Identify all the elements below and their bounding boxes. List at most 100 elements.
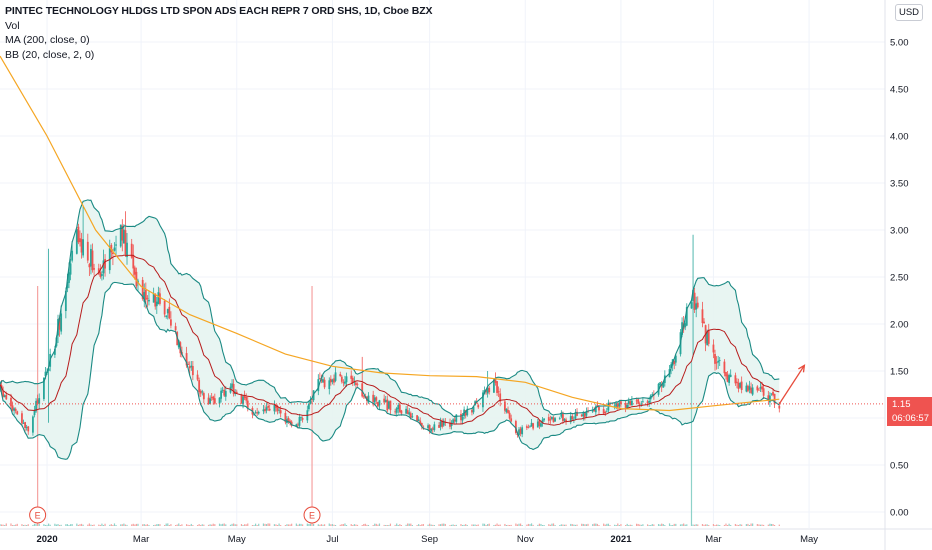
candle-body (309, 400, 312, 404)
volume-bar (477, 524, 479, 526)
volume-bar (396, 523, 398, 526)
volume-bar (82, 524, 84, 526)
candle-body (532, 423, 535, 429)
volume-bar (254, 523, 257, 526)
projection-line (778, 365, 805, 405)
indicator-bb[interactable]: BB (20, close, 2, 0) (5, 48, 95, 61)
candle-body (408, 412, 411, 415)
volume-bar (747, 523, 749, 526)
candle-body (695, 303, 698, 310)
currency-button[interactable]: USD (895, 4, 923, 21)
candle-body (232, 383, 235, 395)
symbol-title[interactable]: PINTEC TECHNOLOGY HLDGS LTD SPON ADS EAC… (5, 5, 433, 17)
volume-bar (123, 523, 125, 526)
candle-body (398, 404, 401, 412)
volume-bar (574, 524, 577, 526)
candle-body (268, 408, 271, 411)
bb-fill-area (0, 199, 780, 460)
candle-body (422, 426, 425, 428)
volume-bar (113, 523, 116, 526)
time-axis[interactable]: 2020 Mar May Jul Sep Nov 2021 Mar May (36, 534, 818, 545)
price-tick-label: 0.00 (890, 508, 909, 519)
candle-body (461, 416, 464, 421)
volume-bar (367, 524, 370, 526)
candle-body (591, 410, 594, 412)
volume-bar (625, 525, 627, 526)
volume-bar (584, 524, 586, 526)
candle-body (736, 381, 738, 384)
volume-bar (598, 525, 600, 526)
candle-body (438, 425, 440, 428)
volume-bar (571, 524, 573, 526)
volume-bar (763, 524, 765, 526)
volume-bar (636, 523, 638, 526)
candle-body (706, 331, 709, 346)
candle-body (739, 383, 741, 388)
volume-bar (353, 524, 355, 526)
candle-body (734, 375, 737, 384)
volume-bar (352, 525, 354, 526)
volume-bar (289, 524, 291, 526)
price-tick-label: 3.50 (890, 179, 909, 190)
candle-body (284, 412, 287, 423)
volume-bar (244, 524, 246, 526)
candle-body (218, 397, 221, 404)
candle-body (345, 376, 348, 383)
candle-body (113, 247, 116, 251)
candle-body (35, 401, 37, 412)
indicator-ma[interactable]: MA (200, close, 0) (5, 34, 90, 46)
volume-bar (427, 524, 429, 526)
volume-bar (673, 523, 675, 526)
candle-body (718, 360, 721, 361)
volume-bar (772, 524, 774, 526)
volume-bar (548, 524, 550, 526)
volume-bar (311, 286, 313, 526)
candle-body (554, 418, 556, 422)
candle-body (33, 410, 36, 416)
candle-body (583, 413, 586, 417)
volume-bar (80, 523, 83, 526)
volume-bar (159, 524, 161, 526)
candle-body (155, 301, 158, 307)
candle-body (759, 386, 762, 389)
candle-body (629, 401, 632, 406)
candle-body (328, 380, 331, 390)
indicator-vol[interactable]: Vol (5, 19, 20, 32)
volume-bar (242, 524, 244, 526)
volume-bar (400, 525, 403, 526)
candle-body (551, 416, 553, 419)
volume-bar (269, 523, 271, 526)
volume-bar (690, 362, 693, 526)
candle-body (637, 399, 640, 404)
candle-body (439, 421, 442, 427)
candle-body (253, 414, 255, 416)
volume-bar (745, 524, 747, 526)
volume-bar (157, 524, 159, 526)
volume-bar (297, 524, 299, 526)
volume-bar (759, 524, 762, 526)
volume-bar (670, 525, 672, 526)
volume-bar (697, 524, 699, 526)
volume-bar (614, 524, 616, 526)
candle-body (602, 409, 605, 414)
volume-bar (273, 524, 275, 526)
candle-body (607, 402, 610, 411)
candle-body (154, 293, 157, 307)
volume-bar (134, 524, 136, 526)
volume-bar (2, 524, 4, 526)
candle-body (541, 419, 544, 424)
candle-body (433, 424, 436, 431)
volume-bar (493, 525, 495, 526)
candle-body (499, 393, 502, 402)
candle-body (428, 424, 431, 431)
volume-bar (350, 524, 352, 526)
price-axis[interactable]: 5.004.504.003.503.002.502.001.501.000.50… (890, 38, 909, 519)
candle-body (187, 364, 190, 365)
candle-body (571, 416, 574, 420)
candle-body (265, 407, 268, 411)
volume-bar (295, 523, 297, 526)
volume-bar (565, 524, 567, 526)
candle-body (576, 411, 578, 416)
volume-bar (320, 524, 323, 526)
